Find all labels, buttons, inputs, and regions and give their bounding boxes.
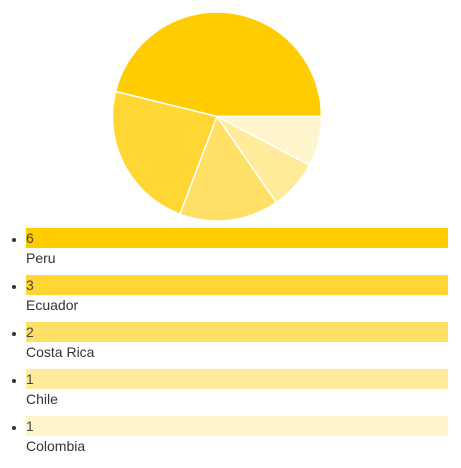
legend-value: 3: [26, 277, 34, 293]
pie-chart: [111, 11, 323, 222]
legend-label: Chile: [26, 391, 58, 407]
legend-label: Costa Rica: [26, 344, 95, 360]
legend-item: 1 Colombia: [26, 416, 448, 463]
legend-item: 3 Ecuador: [26, 275, 448, 322]
pie-slice-peru: [114, 11, 323, 118]
legend-bar: 6: [26, 228, 448, 248]
legend-item: 2 Costa Rica: [26, 322, 448, 369]
legend-bar: 1: [26, 369, 448, 389]
legend-bar: 2: [26, 322, 448, 342]
pie-slice-colombia: [216, 115, 323, 166]
legend-label: Colombia: [26, 438, 86, 454]
pie-slice-costa-rica: [179, 115, 278, 222]
legend-value: 1: [26, 418, 34, 434]
legend-label: Ecuador: [26, 297, 79, 313]
legend-item: 1 Chile: [26, 369, 448, 416]
legend-item: 6 Peru: [26, 228, 448, 275]
legend-value: 1: [26, 371, 34, 387]
legend-bar: 1: [26, 416, 448, 436]
legend-label: Peru: [26, 250, 56, 266]
legend: 6 Peru 3 Ecuador 2 Costa Rica 1 Chile 1 …: [0, 228, 448, 463]
legend-bar: 3: [26, 275, 448, 295]
legend-value: 2: [26, 324, 34, 340]
legend-value: 6: [26, 230, 34, 246]
